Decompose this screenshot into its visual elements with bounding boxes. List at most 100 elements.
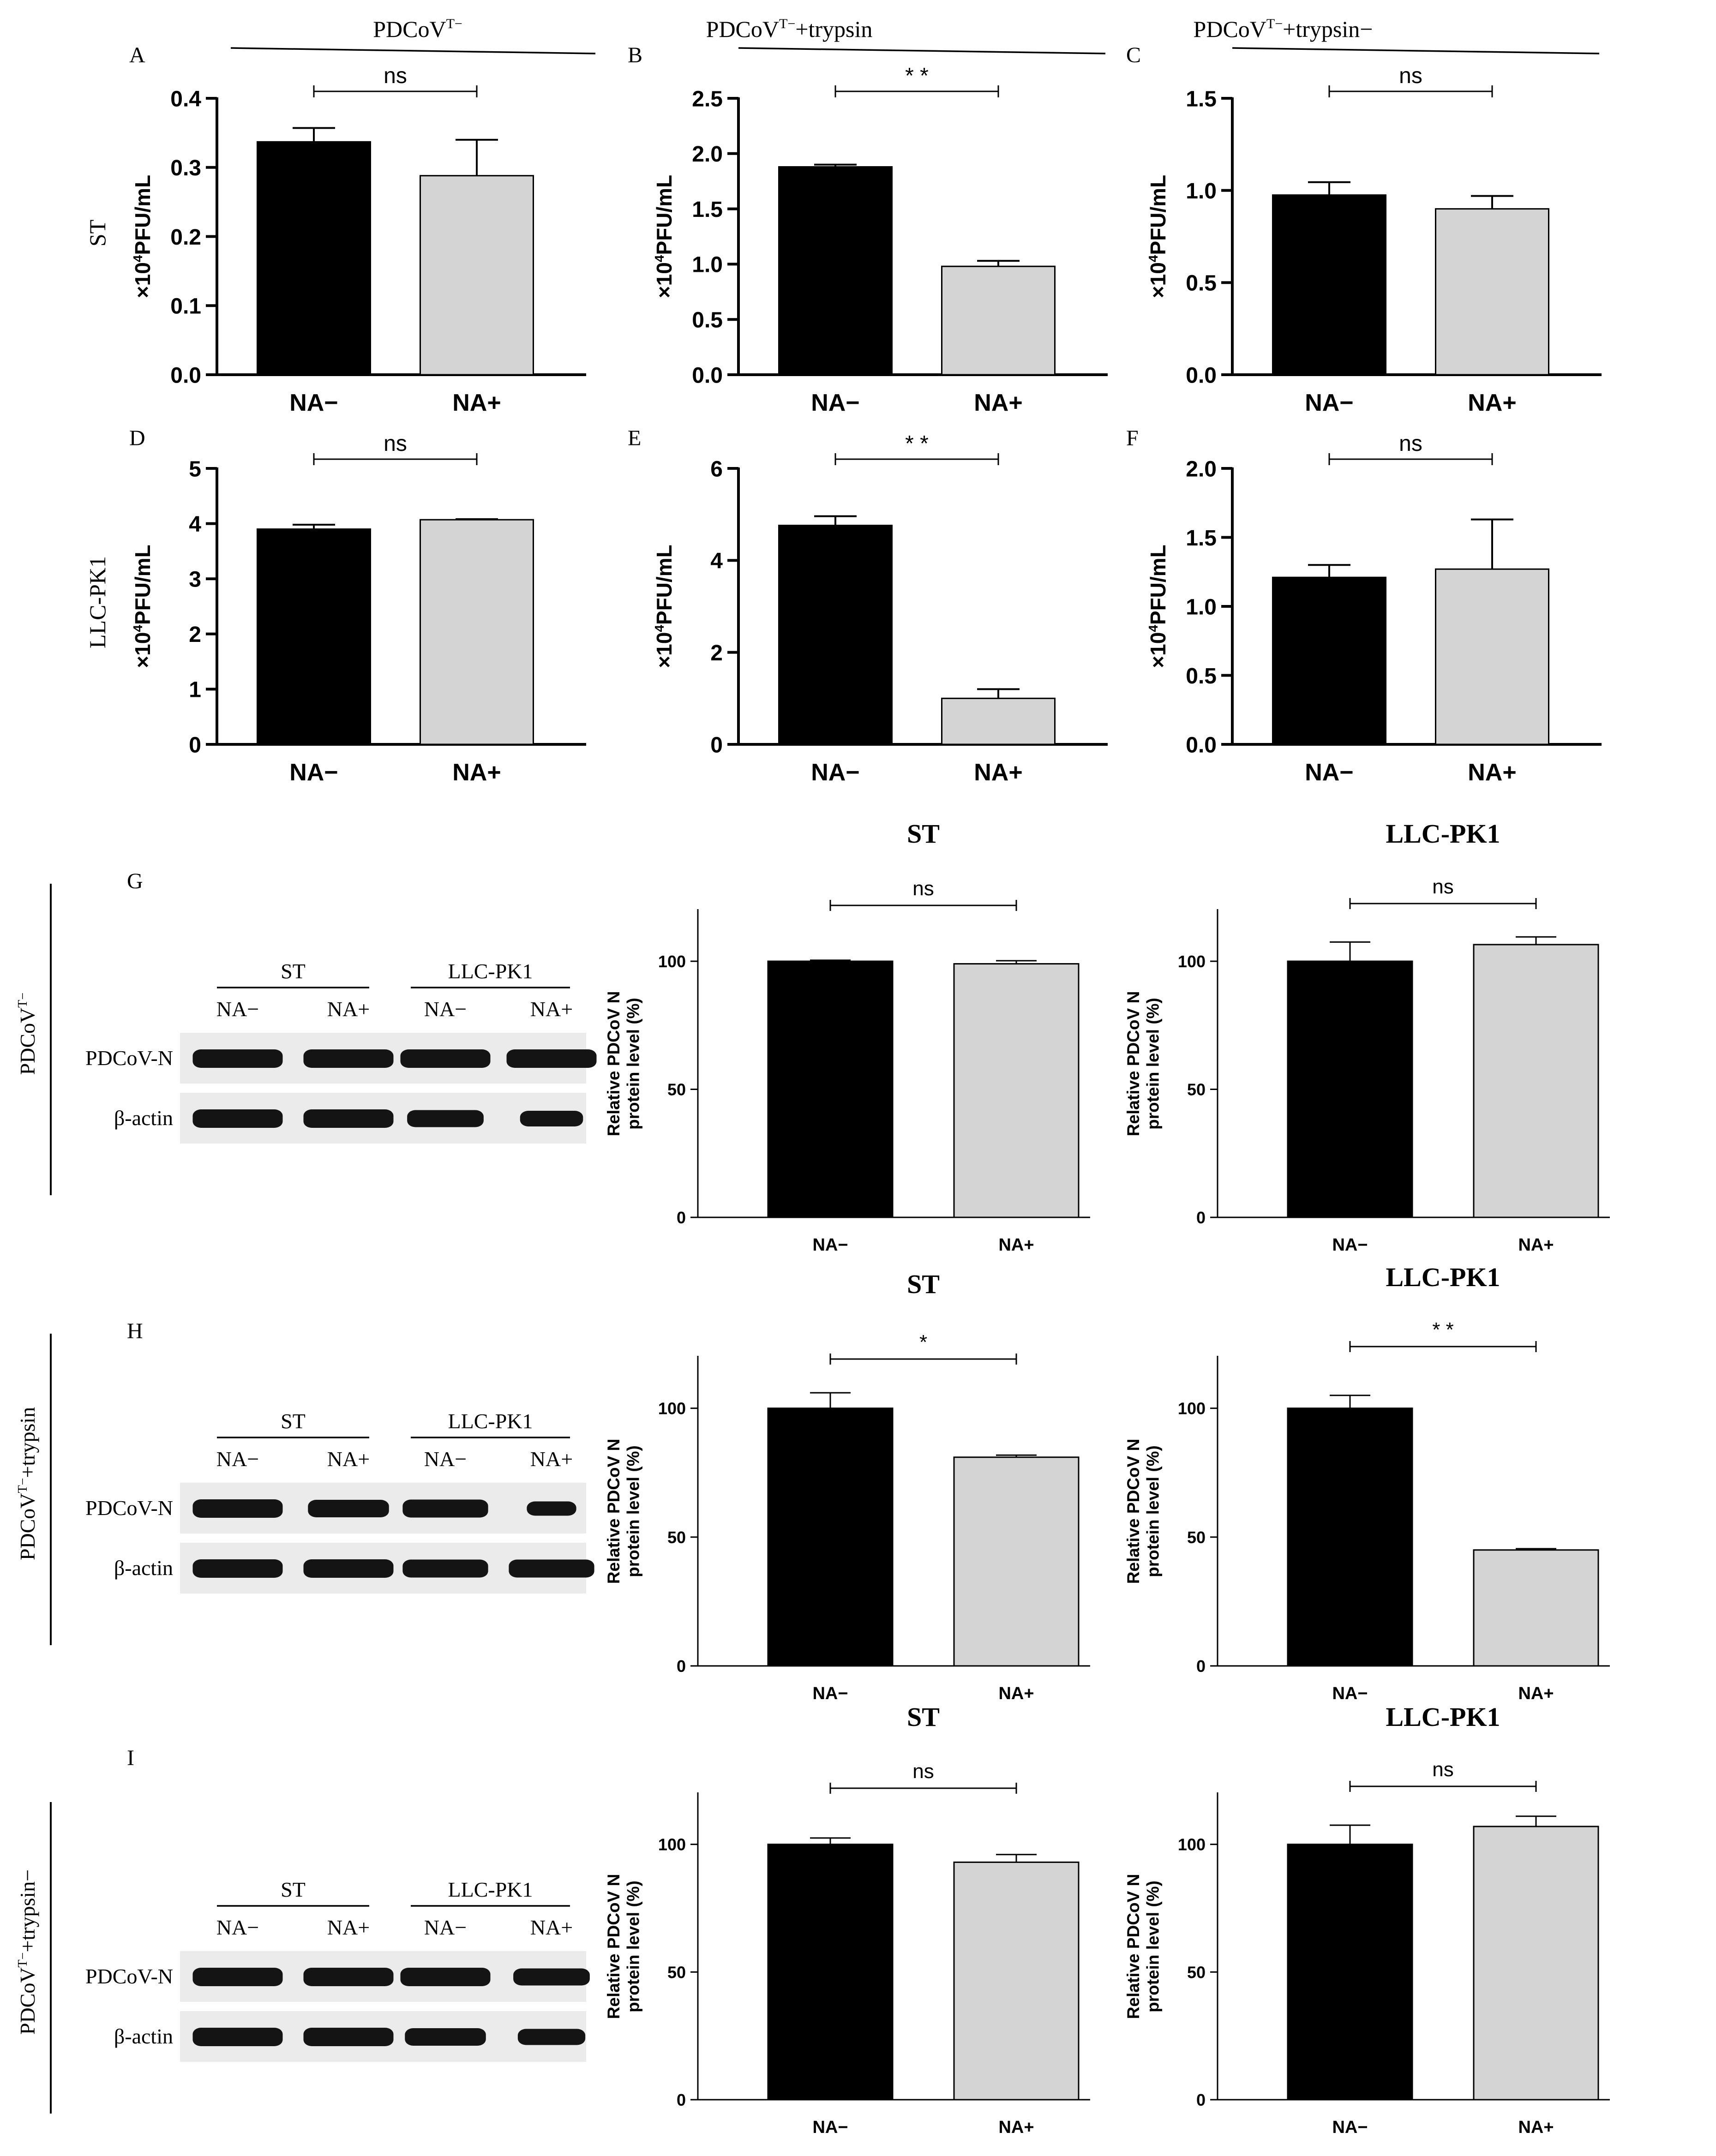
blot-I-band <box>303 2028 394 2046</box>
blot-G-band <box>400 1049 491 1068</box>
chart-F-y-tick-label: 0.5 <box>1186 664 1217 689</box>
chart-C-y-tick-label: 0.0 <box>1186 363 1217 388</box>
chart-A-y-tick-label: 0.0 <box>170 363 201 388</box>
blot-I-side-label-sup: T− <box>16 1952 30 1968</box>
blot-I-band <box>192 1968 283 1986</box>
chart-F-y-label-main: ×10 <box>1146 632 1170 668</box>
chart-G2-y-label-line: protein level (%) <box>1144 998 1163 1130</box>
header-title-1-main: PDCoV <box>373 16 446 42</box>
chart-B-y-label-tail: PFU/mL <box>652 175 676 255</box>
chart-F-y-tick-label: 1.5 <box>1186 526 1217 551</box>
chart-G1-bar-na-plus <box>953 963 1080 1218</box>
blot-H-side-label: PDCoVT−+trypsin <box>16 1407 39 1560</box>
blot-H-group-label: ST <box>281 1409 306 1433</box>
header-rule-3 <box>1232 47 1600 54</box>
chart-F: 0.0 0.5 1.0 1.5 2.0 NA− NA+ ns ×104PFU/mL F <box>1126 426 1602 786</box>
chart-A-x-label: NA− <box>289 389 338 416</box>
chart-B-y-label: ×104PFU/mL <box>652 175 676 298</box>
chart-B-bar-na-minus <box>778 166 893 376</box>
chart-H1-x-label: NA+ <box>998 1684 1034 1703</box>
chart-G2-bar-na-plus <box>1473 944 1599 1218</box>
chart-A-y-label-sup: 4 <box>131 255 145 262</box>
blot-I-lane-label: NA− <box>424 1916 467 1939</box>
blot-G-group-label: ST <box>281 959 306 983</box>
blot-I-band <box>303 1968 394 1986</box>
chart-E-y-label-main: ×10 <box>652 632 676 668</box>
blot-G-band <box>407 1110 484 1127</box>
chart-D-bar-na-plus <box>420 519 534 745</box>
chart-I2-y-tick-label: 0 <box>1196 2090 1206 2109</box>
chart-H2-x-label: NA+ <box>1518 1684 1554 1703</box>
blot-I-band <box>400 1968 491 1986</box>
blot-H-panel-letter: H <box>127 1319 143 1343</box>
blot-H-band <box>402 1559 488 1578</box>
chart-A-y-label: ×104PFU/mL <box>131 175 155 298</box>
blot-H-side-label-sup: T− <box>16 1478 30 1493</box>
chart-D-y-tick-label: 3 <box>189 567 201 592</box>
chart-G2-y-tick-label: 100 <box>1178 952 1206 971</box>
chart-G1-y-tick-label: 100 <box>658 952 686 971</box>
chart-E-panel-letter: E <box>628 426 641 450</box>
blot-I-row-label: β-actin <box>114 2024 173 2048</box>
chart-D-y-label-sup: 4 <box>131 625 145 632</box>
chart-F-panel-letter: F <box>1126 426 1139 450</box>
blot-G-lane-label: NA+ <box>530 997 573 1021</box>
chart-D-x-label: NA+ <box>452 759 501 786</box>
chart-C-y-label-tail: PFU/mL <box>1146 175 1170 255</box>
chart-B-y-label-main: ×10 <box>652 262 676 298</box>
chart-G1-title: ST <box>907 819 940 849</box>
chart-G2-y-tick-label: 50 <box>1187 1080 1206 1099</box>
chart-B-y-tick-label: 0.0 <box>692 363 723 388</box>
blot-G-band <box>303 1049 394 1068</box>
chart-H2-y-tick-label: 0 <box>1196 1657 1206 1676</box>
chart-A-x-label: NA+ <box>452 389 501 416</box>
chart-F-y-label: ×104PFU/mL <box>1146 545 1170 668</box>
chart-G1-y-label-line: Relative PDCoV N <box>604 991 623 1137</box>
chart-E-x-label: NA+ <box>974 759 1022 786</box>
chart-F-y-label-sup: 4 <box>1146 625 1160 632</box>
chart-G1-y-tick-label: 50 <box>667 1080 686 1099</box>
chart-C-panel-letter: C <box>1126 43 1141 67</box>
chart-C-y-label: ×104PFU/mL <box>1146 175 1170 298</box>
chart-A-y-tick-label: 0.1 <box>170 294 201 319</box>
chart-I1-significance: ns <box>912 1760 934 1783</box>
blot-I-band <box>517 2029 586 2045</box>
chart-B-y-tick-label: 2.0 <box>692 142 723 167</box>
chart-D-y-label: ×104PFU/mL <box>131 545 155 668</box>
header-rule-1 <box>230 47 596 54</box>
blot-I-panel-letter: I <box>127 1746 134 1770</box>
chart-F-y-tick-label: 1.0 <box>1186 595 1217 619</box>
chart-E-x-label: NA− <box>811 759 859 786</box>
chart-A-y-label-tail: PFU/mL <box>131 175 155 255</box>
blot-G-side-label: PDCoVT− <box>16 993 39 1075</box>
chart-E-y-label-tail: PFU/mL <box>652 545 676 625</box>
chart-B-panel-letter: B <box>628 43 642 67</box>
blot-H-band <box>192 1499 283 1518</box>
blot-I-group-label: ST <box>281 1878 306 1901</box>
chart-F-y-label-tail: PFU/mL <box>1146 545 1170 625</box>
chart-C-significance: ns <box>1399 64 1422 88</box>
chart-A-y-tick-label: 0.2 <box>170 225 201 250</box>
header-rule-2 <box>738 47 1106 54</box>
chart-I1-bar-na-plus <box>953 1861 1080 2101</box>
chart-I2-bar-na-plus <box>1473 1826 1599 2101</box>
chart-F-bar-na-plus <box>1435 568 1549 745</box>
chart-D-y-tick-label: 5 <box>189 457 201 481</box>
chart-E-y-label: ×104PFU/mL <box>652 545 676 668</box>
chart-A-y-label-main: ×10 <box>131 262 155 298</box>
header-title-3-main: PDCoV <box>1194 16 1266 42</box>
chart-I1-x-label: NA+ <box>998 2118 1034 2137</box>
chart-I2-y-tick-label: 50 <box>1187 1963 1206 1982</box>
chart-E-y-tick-label: 4 <box>710 549 723 574</box>
blot-I-side-label: PDCoVT−+trypsin− <box>16 1869 39 2035</box>
header-title-1-sup: T− <box>446 16 462 31</box>
chart-G2-x-label: NA− <box>1332 1235 1368 1255</box>
